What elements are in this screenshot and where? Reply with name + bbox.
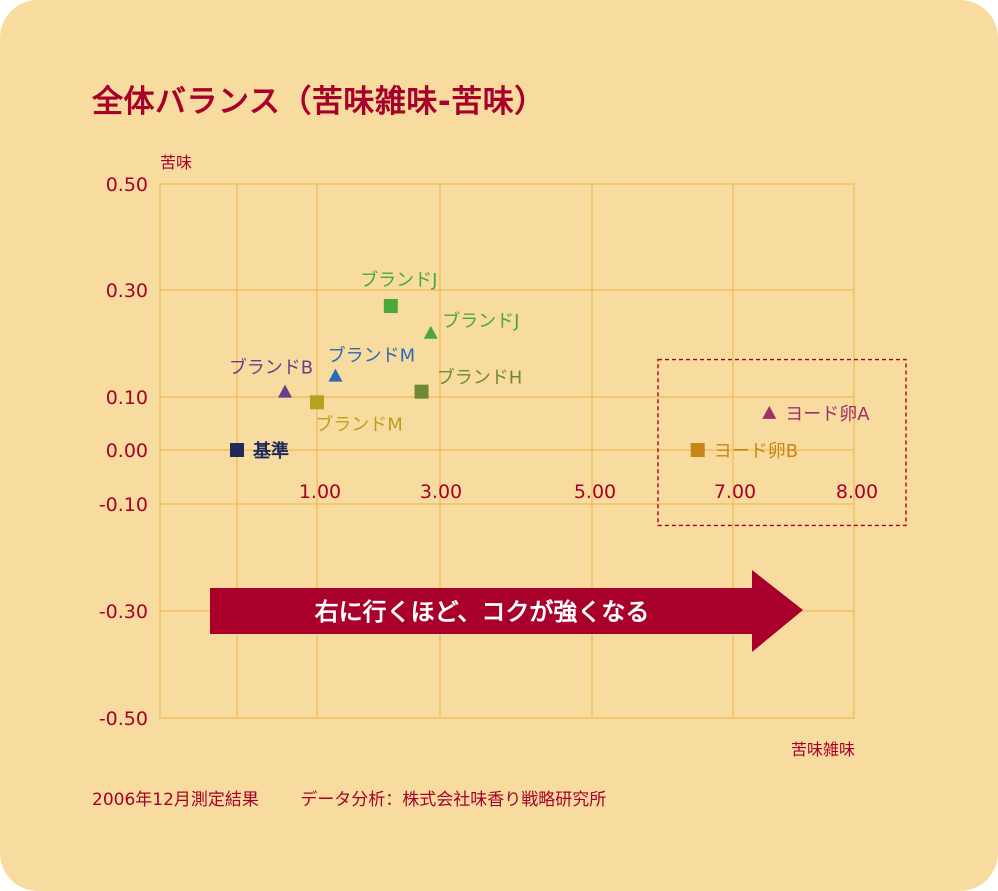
data-point-label: ヨード卵B — [714, 441, 798, 462]
y-tick-label: 0.10 — [106, 387, 148, 409]
chart-title: 全体バランス（苦味雑味-苦味） — [92, 84, 546, 120]
data-point-label: ブランドJ — [442, 310, 519, 332]
data-point-square — [414, 384, 429, 399]
arrow-text: 右に行くほど、コクが強くなる — [315, 598, 650, 626]
x-tick-label: 5.00 — [574, 481, 616, 503]
y-tick-labels: 0.50 0.30 0.10 0.00 -0.10 -0.30 -0.50 — [99, 174, 148, 730]
y-tick-label: -0.30 — [99, 601, 148, 623]
axis-labels: 苦味 苦味雑味 — [160, 153, 855, 759]
highlight-box — [657, 358, 907, 527]
data-point-square — [230, 443, 244, 457]
x-tick-label: 7.00 — [714, 481, 756, 503]
x-tick-label: 1.00 — [299, 481, 341, 503]
y-axis-label: 苦味 — [160, 153, 192, 172]
y-tick-label: 0.30 — [106, 280, 148, 302]
x-tick-label: 8.00 — [836, 481, 878, 503]
data-point-square — [690, 443, 705, 457]
data-point-label: 基準 — [252, 440, 289, 462]
data-point-label: ブランドM — [328, 345, 416, 367]
data-point-square — [383, 299, 398, 314]
plot-frame — [159, 183, 855, 719]
data-point-triangle — [278, 384, 292, 398]
x-tick-labels: 1.00 3.00 5.00 7.00 8.00 — [299, 481, 878, 503]
data-source: データ分析：株式会社味香り戦略研究所 — [300, 790, 607, 810]
y-tick-label: -0.10 — [99, 494, 148, 516]
data-point-triangle — [762, 405, 777, 419]
y-tick-label: 0.50 — [106, 174, 148, 196]
y-tick-label: 0.00 — [106, 440, 148, 462]
measurement-date: 2006年12月測定結果 — [92, 790, 259, 810]
data-point-label: ブランドB — [229, 357, 313, 379]
data-point-label: ブランドH — [437, 367, 523, 389]
y-tick-label: -0.50 — [99, 708, 148, 730]
direction-arrow: 右に行くほど、コクが強くなる — [210, 570, 803, 652]
data-point-square — [310, 395, 324, 410]
arrow-shape — [210, 570, 803, 652]
x-tick-label: 3.00 — [420, 481, 462, 503]
data-point-triangle — [423, 325, 438, 339]
data-point-label: ヨード卵A — [785, 404, 870, 425]
x-axis-label: 苦味雑味 — [791, 740, 855, 759]
data-point-label: ブランドJ — [360, 269, 437, 291]
data-point-label: ブランドM — [315, 413, 403, 435]
data-point-triangle — [328, 368, 343, 382]
footnote: 2006年12月測定結果 データ分析：株式会社味香り戦略研究所 — [92, 785, 606, 810]
